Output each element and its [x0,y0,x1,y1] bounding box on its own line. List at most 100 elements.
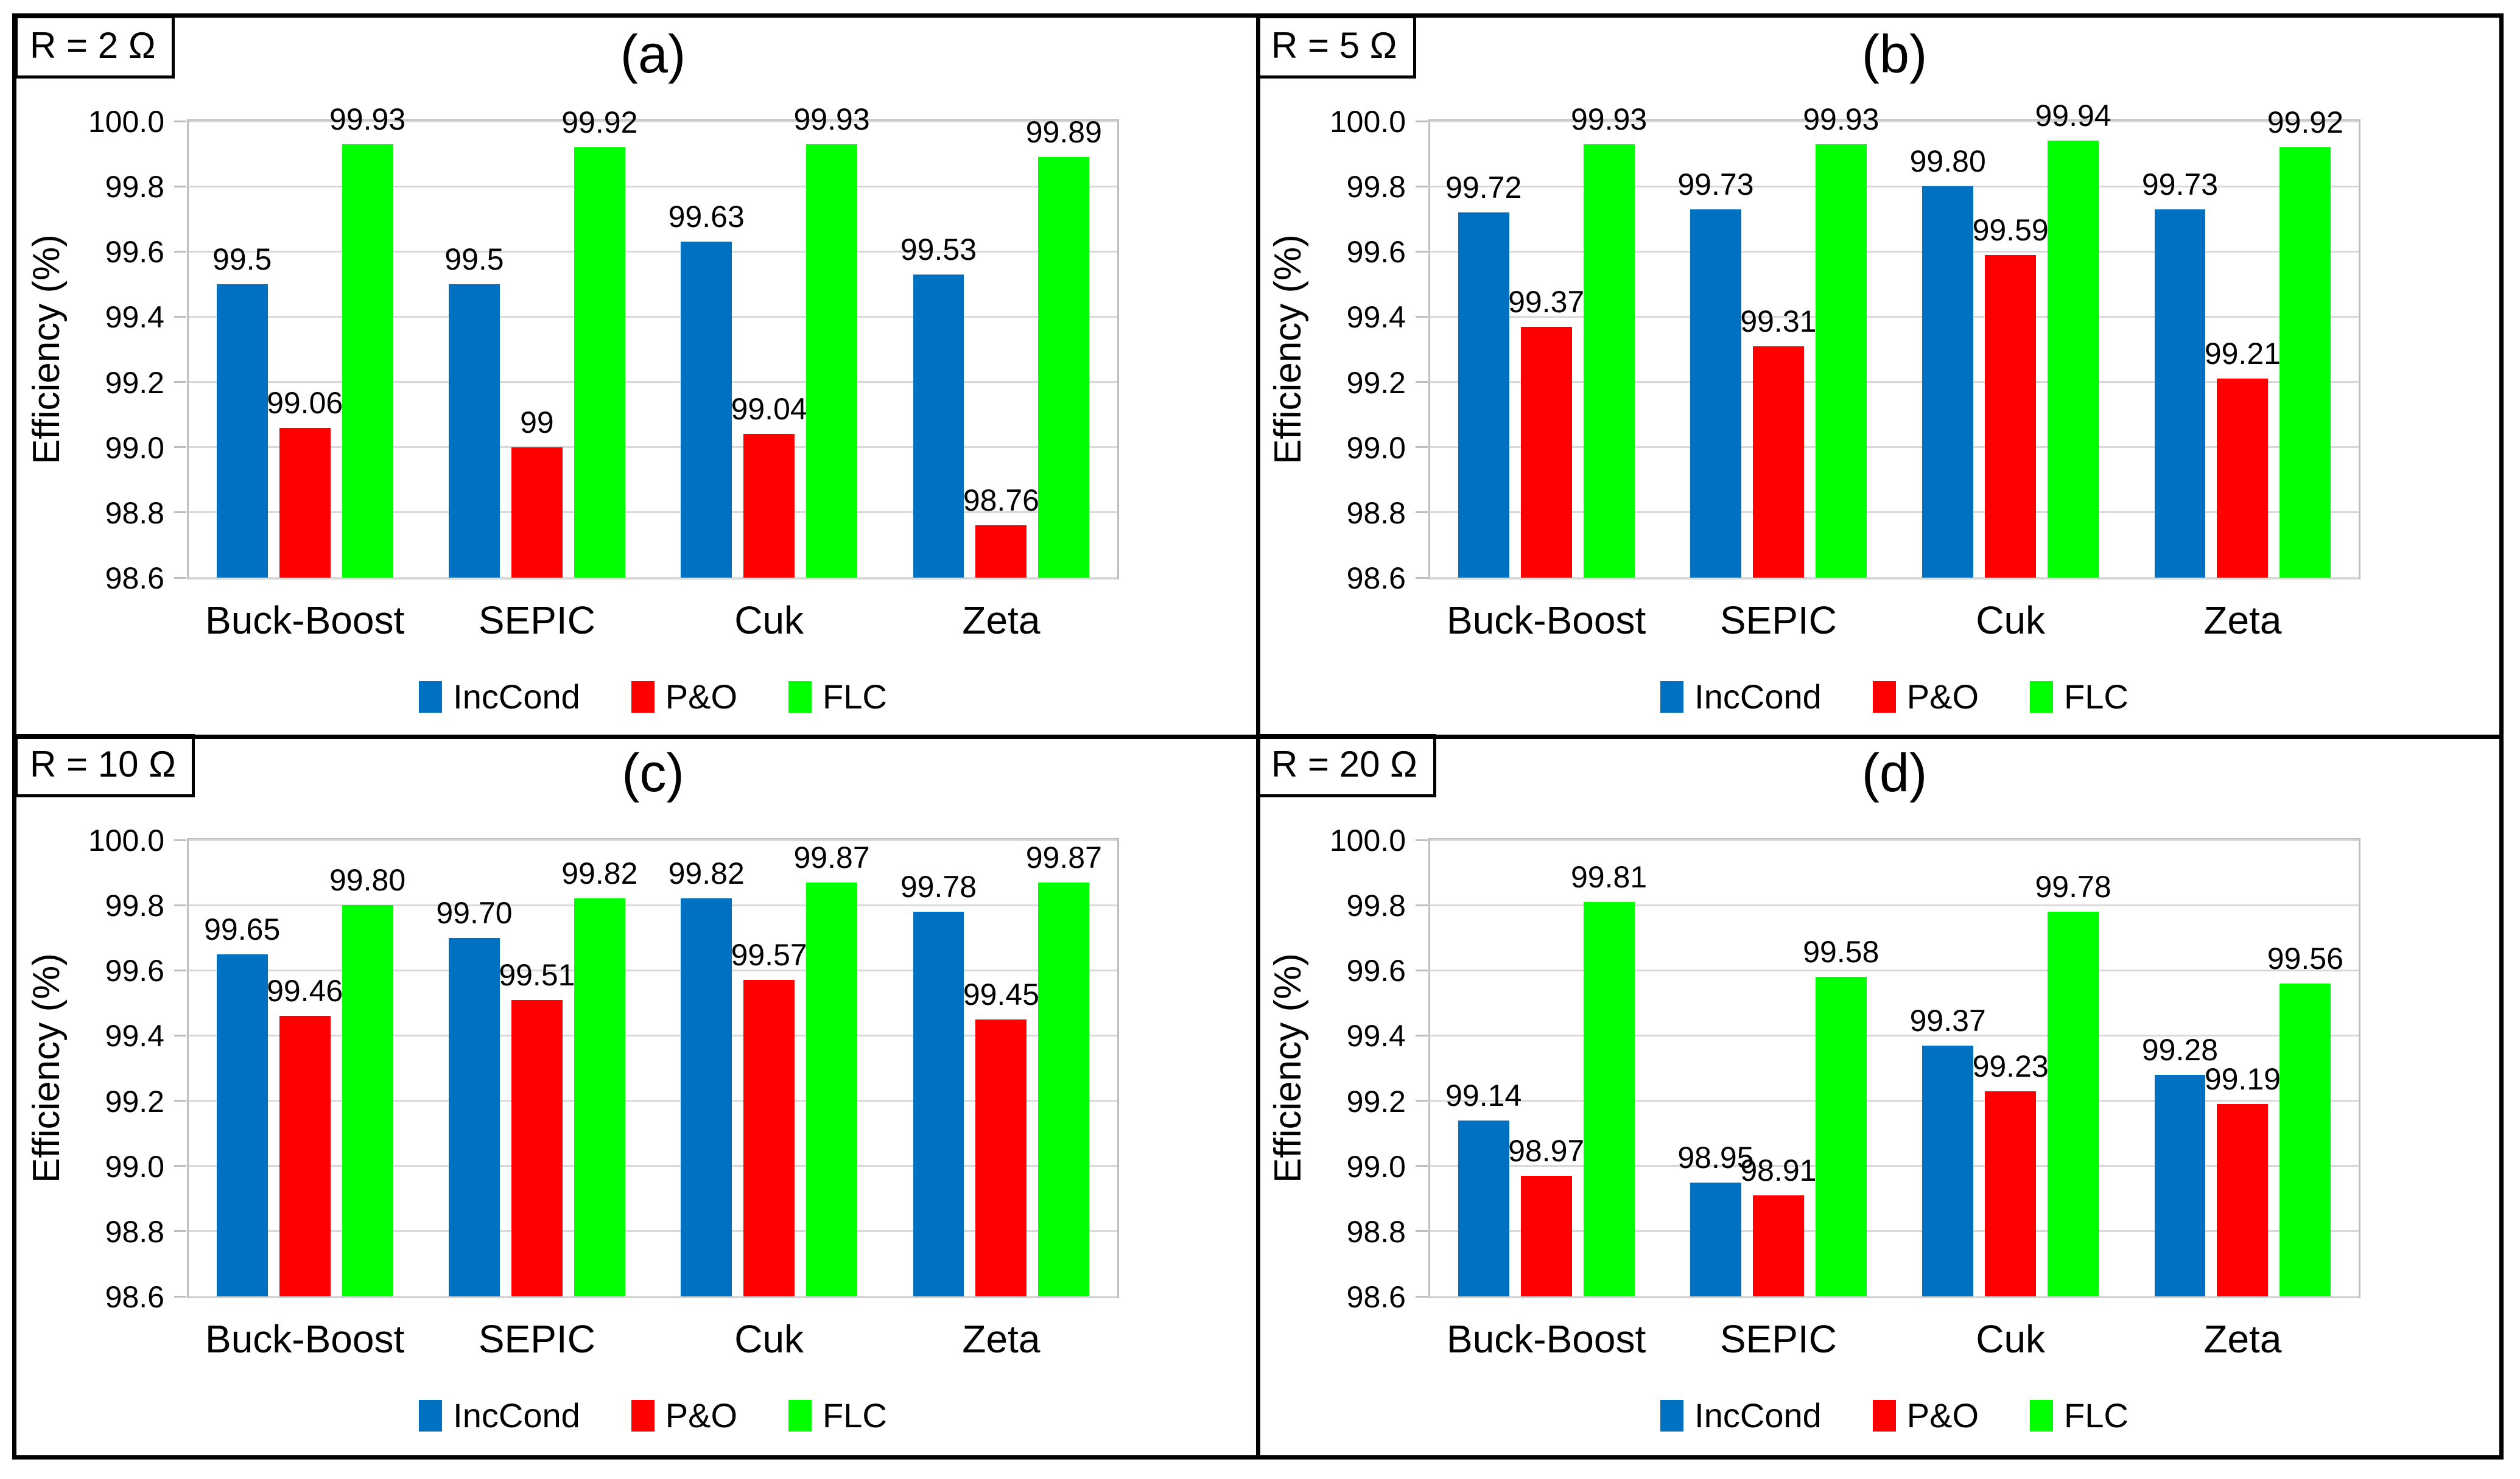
gridline-99.6 [1430,250,2359,253]
legend-swatch-flc [788,1400,812,1432]
gridline-98.8 [189,511,1117,514]
bar-a-sepic-p-o [511,447,563,578]
y-tick-mark-98.8 [1416,1230,1428,1232]
bar-label-c-cuk-p-o: 99.57 [731,938,807,973]
bar-a-sepic-flc [574,147,625,578]
chart-area-c: 99.65 99.46 99.80 99.70 99.51 99.82 99.82 99.57… [16,736,1258,1455]
bar-label-c-buck-boost-p-o: 99.46 [267,974,343,1009]
legend-swatch-p-o [631,1400,655,1432]
category-label-buck-boost: Buck-Boost [205,1317,405,1361]
panel-d: R = 20 Ω (d) Efficiency (%) 99.14 98.97 99… [1256,734,2499,1455]
bar-d-cuk-p-o [1985,1091,2037,1296]
bar-label-c-zeta-p-o: 99.45 [963,977,1039,1012]
y-tick-mark-98.6 [1416,1295,1428,1298]
resistance-annotation-b: R = 5 Ω [1256,15,1416,79]
plot-area-a: 99.5 99.06 99.93 99.5 99 99.92 99.63 99.04 99.93… [187,104,1119,579]
bar-c-zeta-p-o [975,1019,1027,1296]
bar-label-b-cuk-flc: 99.94 [2035,99,2111,133]
y-tick-mark-99.6 [174,969,186,971]
y-tick-mark-99.0 [1416,446,1428,449]
panel-title-b: (b) [1861,24,1928,84]
bar-b-sepic-p-o [1752,346,1804,578]
gridline-99.8 [1430,185,2359,187]
bar-a-buck-boost-p-o [279,427,331,578]
legend-b: IncCond P&O FLC [1430,680,2359,714]
bar-label-c-cuk-inccond: 99.82 [668,856,745,891]
bar-d-buck-boost-p-o [1520,1175,1572,1296]
y-tick-label-99.4: 99.4 [1346,1019,1406,1054]
category-label-zeta: Zeta [2203,1317,2282,1361]
chart-area-a: 99.5 99.06 99.93 99.5 99 99.92 99.63 99.04 99.93… [16,18,1258,736]
gridline-99.2 [1430,1100,2359,1102]
legend-item-inccond: IncCond [419,680,580,714]
y-tick-label-99.6: 99.6 [1346,235,1406,270]
bar-a-cuk-inccond [681,242,732,578]
gridline-99.2 [189,1100,1117,1102]
bar-c-cuk-flc [806,882,857,1296]
y-tick-label-98.8: 98.8 [1346,1214,1406,1249]
bar-label-a-buck-boost-inccond: 99.5 [212,242,272,276]
bar-label-d-zeta-flc: 99.56 [2267,941,2343,976]
bar-label-d-buck-boost-inccond: 99.14 [1445,1078,1522,1113]
bar-c-sepic-flc [574,898,625,1296]
bar-label-b-zeta-flc: 99.92 [2267,105,2343,139]
bar-label-a-sepic-p-o: 99 [520,405,554,439]
bar-b-zeta-p-o [2217,379,2269,578]
category-label-sepic: SEPIC [478,598,595,642]
gridline-100.0 [1430,120,2359,122]
bar-d-buck-boost-inccond [1458,1120,1509,1296]
y-tick-label-98.8: 98.8 [105,1214,164,1249]
y-tick-mark-100.0 [174,839,186,841]
bar-d-sepic-inccond [1690,1182,1741,1296]
bar-a-cuk-flc [806,144,857,578]
bar-b-cuk-p-o [1985,254,2037,578]
y-tick-mark-99.4 [174,315,186,318]
y-tick-label-100.0: 100.0 [1329,105,1406,139]
bar-label-c-zeta-inccond: 99.78 [900,869,977,904]
y-tick-label-99.0: 99.0 [1346,430,1406,465]
bar-label-c-cuk-flc: 99.87 [793,840,870,875]
y-tick-label-98.8: 98.8 [1346,495,1406,530]
legend-a: IncCond P&O FLC [189,680,1117,714]
bar-c-zeta-inccond [913,911,964,1296]
bar-label-c-buck-boost-inccond: 99.65 [204,912,281,946]
bar-d-cuk-inccond [1922,1045,1974,1296]
bar-label-d-sepic-p-o: 98.91 [1740,1153,1817,1187]
bar-b-buck-boost-p-o [1520,326,1572,578]
legend-label-inccond: IncCond [1694,1396,1822,1435]
bar-label-a-buck-boost-p-o: 99.06 [267,385,343,420]
category-label-buck-boost: Buck-Boost [1447,1317,1646,1361]
legend-d: IncCond P&O FLC [1430,1399,2359,1433]
y-tick-mark-99.6 [1416,250,1428,253]
y-tick-mark-99.2 [1416,1100,1428,1102]
gridline-99.8 [189,904,1117,906]
bar-label-d-buck-boost-flc: 99.81 [1571,859,1648,894]
y-tick-mark-99.8 [1416,904,1428,906]
plot-area-b: 99.72 99.37 99.93 99.73 99.31 99.93 99.80 99.59… [1428,100,2360,579]
gridline-98.6 [189,576,1117,579]
bar-b-cuk-inccond [1922,186,1974,578]
bar-label-b-sepic-flc: 99.93 [1803,102,1879,136]
y-tick-mark-100.0 [1416,120,1428,122]
legend-swatch-inccond [419,681,443,713]
horizontal-divider [16,734,2499,739]
gridline-99.0 [1430,446,2359,449]
resistance-annotation-c: R = 10 Ω [15,734,195,797]
figure-border: R = 2 Ω (a) Efficiency (%) 99.5 99.06 99.9… [12,13,2504,1460]
legend-item-flc: FLC [2030,1399,2129,1433]
bar-label-a-cuk-p-o: 99.04 [731,392,807,427]
gridline-100.0 [189,839,1117,841]
y-tick-mark-98.8 [1416,511,1428,514]
y-tick-label-99.2: 99.2 [1346,365,1406,400]
gridline-99.0 [189,1165,1117,1167]
y-tick-label-98.6: 98.6 [105,561,164,595]
y-tick-label-100.0: 100.0 [1329,823,1406,858]
bar-label-b-sepic-p-o: 99.31 [1740,304,1817,338]
legend-label-flc: FLC [823,1396,887,1435]
y-tick-mark-99.2 [1416,381,1428,383]
y-tick-mark-99.0 [174,1165,186,1167]
bar-label-a-zeta-inccond: 99.53 [900,232,977,267]
legend-swatch-p-o [631,681,655,713]
bar-b-zeta-flc [2280,147,2331,578]
gridline-99.6 [189,969,1117,971]
